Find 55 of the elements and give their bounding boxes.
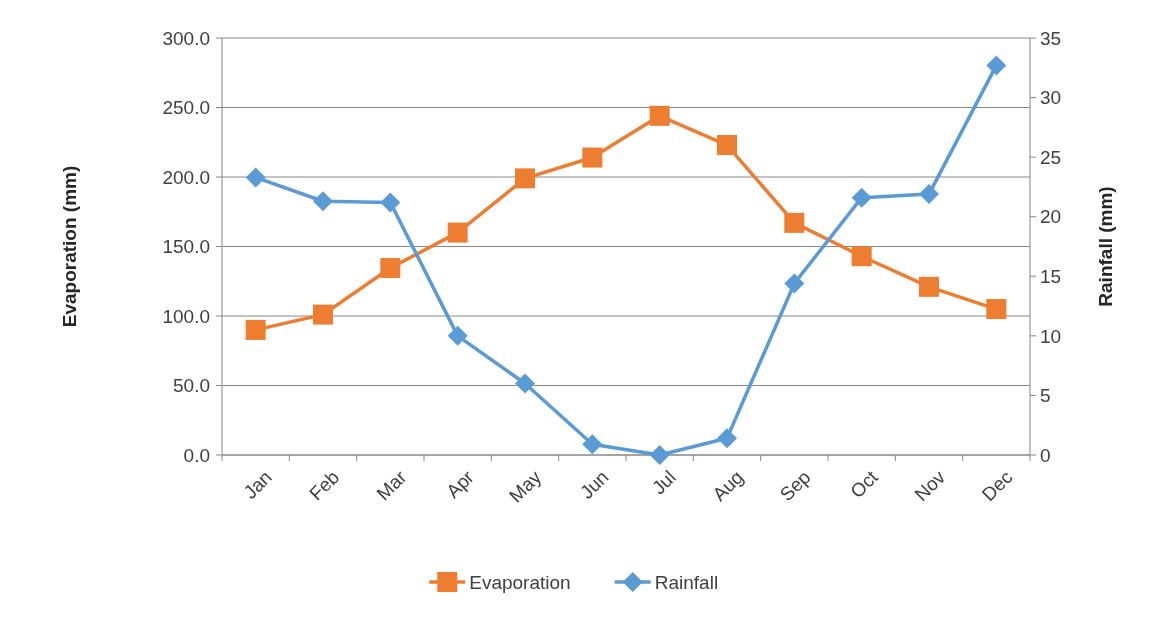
point [313,304,333,325]
legend-label: Rainfall [654,571,719,593]
y2-tick-label: 30 [1040,87,1062,109]
y-tick-label: 200.0 [162,166,210,188]
y-tick-label: 150.0 [162,236,210,258]
point [986,55,1007,76]
x-tick-label: Oct [846,465,883,503]
point [380,258,401,279]
point [649,105,670,126]
x-tick-label: Dec [977,466,1017,506]
point [851,246,872,267]
point [447,222,468,243]
point [919,276,939,297]
y2-tick-label: 15 [1040,265,1062,287]
y2-tick-label: 25 [1040,146,1062,168]
y-tick-label: 300.0 [162,27,210,49]
y2-tick-label: 5 [1040,385,1051,407]
legend-label: Evaporation [469,571,571,593]
x-tick-label: Nov [910,466,950,506]
x-tick-label: Jan [239,466,276,503]
point [649,445,670,465]
y2-tick-label: 10 [1040,325,1062,347]
point [447,325,468,346]
point [582,434,603,455]
x-tick-label: May [504,466,546,507]
point [380,192,401,213]
point [582,147,603,168]
y-tick-label: 0.0 [183,444,210,466]
point [784,212,805,233]
x-tick-label: Jun [576,466,613,503]
y-tick-label: 250.0 [162,97,210,119]
x-tick-label: Feb [305,466,344,505]
y2-tick-label: 0 [1040,444,1051,466]
y2-tick-label: 35 [1040,27,1062,49]
x-tick-label: Mar [372,465,412,505]
point [717,428,737,449]
y-axis-title: Evaporation (mm) [59,165,80,328]
x-tick-label: Aug [708,466,748,506]
point [717,135,737,156]
point [784,273,805,294]
point [515,168,535,189]
point [245,167,266,188]
point [919,184,939,205]
y2-axis-title: Rainfall (mm) [1095,186,1116,307]
point [986,299,1007,320]
point [515,373,535,394]
y-tick-label: 50.0 [173,375,210,397]
x-tick-label: Jul [647,466,680,499]
y-tick-label: 100.0 [162,305,210,327]
x-tick-label: Apr [442,465,479,503]
x-tick-label: Sep [775,466,815,506]
point [313,191,333,212]
point [851,187,872,208]
y2-tick-label: 20 [1040,206,1062,228]
point [245,319,266,340]
